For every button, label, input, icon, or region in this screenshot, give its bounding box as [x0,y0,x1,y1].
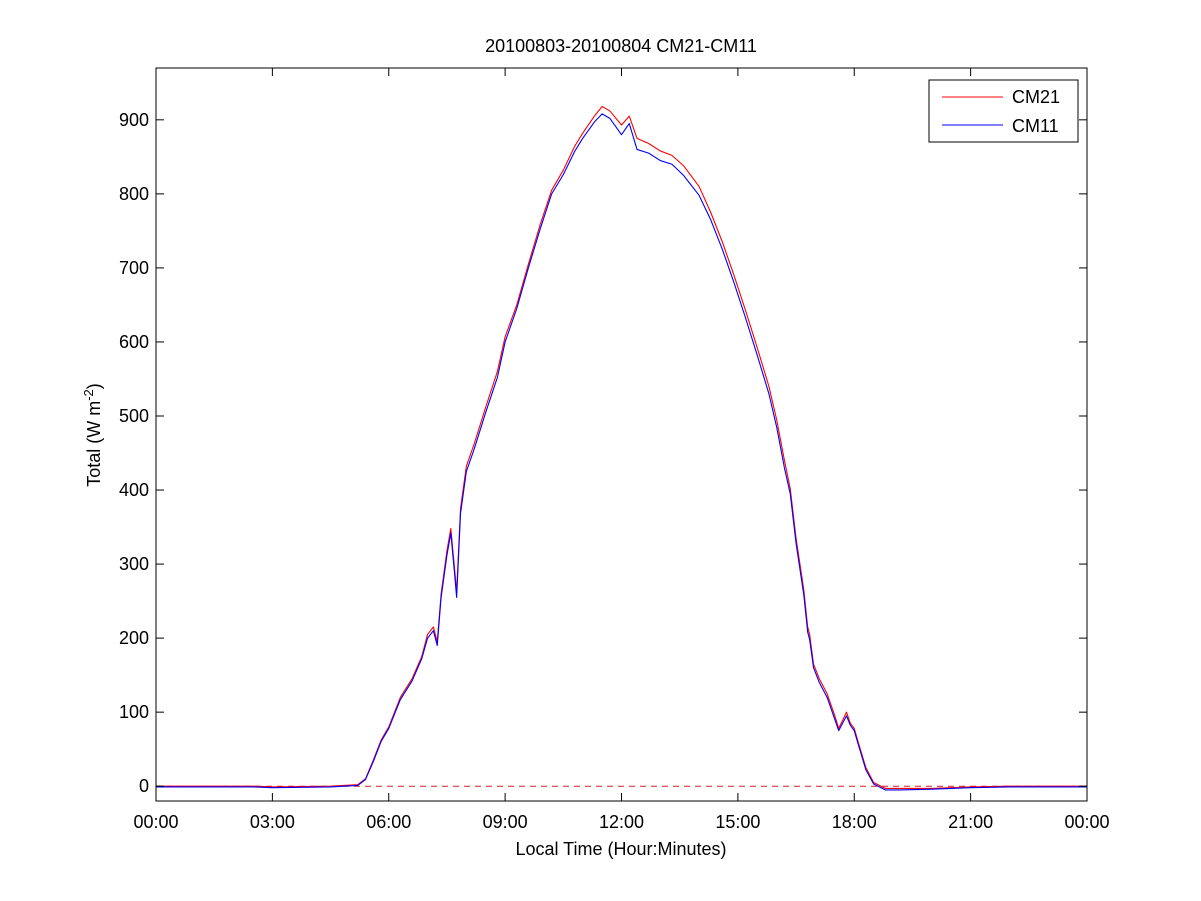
legend-box [928,79,1079,143]
chart-title: 20100803-20100804 CM21-CM11 [485,36,757,56]
x-tick-label: 06:00 [366,812,411,832]
y-axis: 0 100 200 300 400 500 600 700 800 900 [119,110,1087,796]
series-layer [156,105,1087,791]
x-tick-label: 00:00 [133,812,178,832]
x-tick-label: 03:00 [250,812,295,832]
plot-area [156,68,1087,801]
y-tick-label: 600 [119,332,149,352]
legend-label-cm21: CM21 [1012,87,1060,107]
x-axis: 00:00 03:00 06:00 09:00 12:00 15:00 18:00 21:00… [133,68,1110,832]
x-tick-label: 12:00 [599,812,644,832]
x-tick-label: 18:00 [832,812,877,832]
y-tick-label: 100 [119,702,149,722]
y-axis-title-unit-superscript: -2 [81,389,96,401]
x-tick-label: 09:00 [483,812,528,832]
y-tick-label: 200 [119,628,149,648]
y-tick-label: 300 [119,554,149,574]
series-line-cm21 [156,105,1087,789]
y-tick-label: 800 [119,184,149,204]
y-tick-label: 0 [139,776,149,796]
y-axis-title-close: ) [84,383,104,389]
y-axis-title-main: Total (W m [84,401,104,487]
y-tick-label: 900 [119,110,149,130]
y-axis-title: Total (W m-2) [81,383,104,487]
legend-label-cm11: CM11 [1012,116,1059,136]
y-tick-label: 400 [119,480,149,500]
legend: CM21 CM11 [928,79,1079,143]
x-tick-label: 15:00 [715,812,760,832]
x-tick-label: 00:00 [1064,812,1109,832]
series-line-cm11 [156,113,1087,791]
x-axis-title: Local Time (Hour:Minutes) [515,839,726,859]
x-tick-label: 21:00 [948,812,993,832]
y-tick-label: 700 [119,258,149,278]
y-tick-label: 500 [119,406,149,426]
